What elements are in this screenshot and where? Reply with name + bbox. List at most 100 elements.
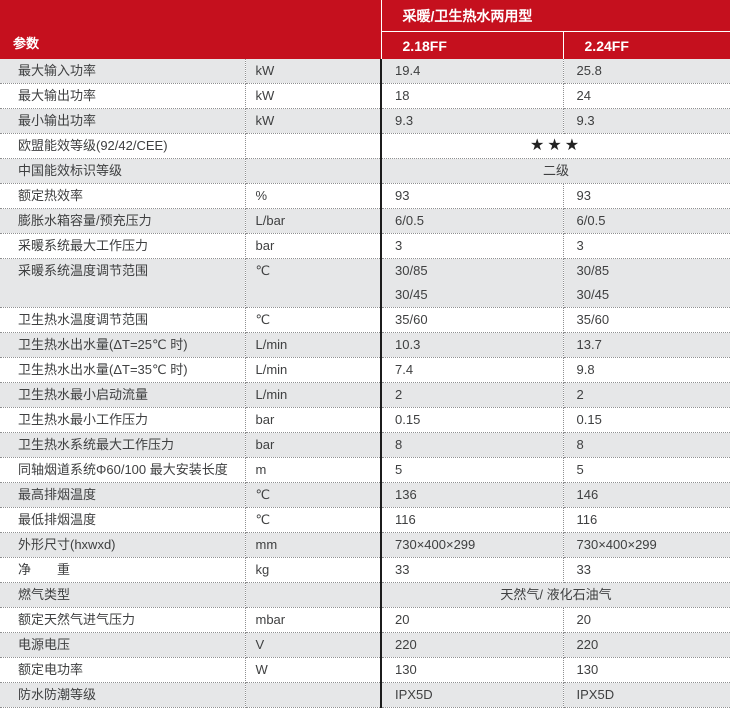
- value-cell: 8: [381, 432, 564, 458]
- param-cell: 防水防潮等级: [0, 682, 246, 708]
- table-row: 额定电功率 W 130 130: [0, 657, 730, 683]
- unit-cell: mbar: [245, 607, 383, 633]
- unit-cell: mm: [245, 532, 383, 558]
- table-header: 参数 采暖/卫生热水两用型 2.18FF 2.24FF: [0, 0, 730, 59]
- value-cell: 2: [563, 382, 730, 408]
- value-line: 30/85: [576, 263, 610, 278]
- value-span-cell: 天然气/ 液化石油气: [381, 582, 730, 608]
- value-line: 30/45: [395, 287, 428, 302]
- param-cell: 欧盟能效等级(92/42/CEE): [0, 133, 246, 159]
- param-cell: 卫生热水系统最大工作压力: [0, 432, 246, 458]
- value-cell: 8: [563, 432, 730, 458]
- param-cell: 净 重: [0, 557, 246, 583]
- value-cell: 20: [563, 607, 730, 633]
- table-row: 膨胀水箱容量/预充压力 L/bar 6/0.5 6/0.5: [0, 208, 730, 234]
- value-cell: IPX5D: [381, 682, 564, 708]
- table-row: 外形尺寸(hxwxd) mm 730×400×299 730×400×299: [0, 532, 730, 558]
- value-cell: 9.3: [563, 108, 730, 134]
- unit-cell: L/min: [245, 357, 383, 383]
- value-span-cell: 二级: [381, 158, 730, 184]
- value-cell: 5: [563, 457, 730, 483]
- value-cell: 30/85 30/45: [563, 258, 730, 308]
- value-cell: 730×400×299: [563, 532, 730, 558]
- param-header-cell: 参数: [0, 0, 382, 59]
- param-cell: 卫生热水最小启动流量: [0, 382, 246, 408]
- unit-cell: [245, 682, 383, 708]
- param-cell: 同轴烟道系统Φ60/100 最大安装长度: [0, 457, 246, 483]
- param-cell: 卫生热水出水量(ΔT=25℃ 时): [0, 332, 246, 358]
- value-cell: 730×400×299: [381, 532, 564, 558]
- unit-cell: W: [245, 657, 383, 683]
- unit-cell: L/min: [245, 332, 383, 358]
- value-cell: 136: [381, 482, 564, 508]
- param-cell: 额定热效率: [0, 183, 246, 209]
- value-cell: 33: [381, 557, 564, 583]
- group-header-cell: 采暖/卫生热水两用型: [380, 0, 730, 32]
- value-cell: 220: [381, 632, 564, 658]
- value-cell: 35/60: [563, 307, 730, 333]
- param-cell: 膨胀水箱容量/预充压力: [0, 208, 246, 234]
- table-row: 卫生热水最小启动流量 L/min 2 2: [0, 382, 730, 408]
- unit-cell: [245, 133, 383, 159]
- header-row-models: 2.18FF 2.24FF: [0, 31, 730, 59]
- table-row: 采暖系统温度调节范围 ℃ 30/85 30/45 30/85 30/45: [0, 258, 730, 308]
- value-cell: 6/0.5: [381, 208, 564, 234]
- value-cell: 130: [563, 657, 730, 683]
- param-cell: 燃气类型: [0, 582, 246, 608]
- spec-table-body: 最大输入功率 kW 19.4 25.8 最大输出功率 kW 18 24 最小输出功率 kW 9.3 9…: [0, 59, 730, 708]
- param-cell: 卫生热水出水量(ΔT=35℃ 时): [0, 357, 246, 383]
- value-cell: 18: [381, 83, 564, 109]
- model-header-1: 2.18FF: [380, 31, 564, 59]
- unit-cell: %: [245, 183, 383, 209]
- unit-cell: kg: [245, 557, 383, 583]
- unit-cell: kW: [245, 108, 383, 134]
- value-cell: 3: [563, 233, 730, 259]
- table-row: 欧盟能效等级(92/42/CEE) ★★★: [0, 133, 730, 159]
- value-cell: 3: [381, 233, 564, 259]
- value-cell: IPX5D: [563, 682, 730, 708]
- table-row: 采暖系统最大工作压力 bar 3 3: [0, 233, 730, 259]
- table-row: 额定热效率% 93 93: [0, 183, 730, 209]
- unit-cell: ℃: [245, 507, 383, 533]
- value-cell: 35/60: [381, 307, 564, 333]
- value-cell: 220: [563, 632, 730, 658]
- value-cell: 5: [381, 457, 564, 483]
- table-row: 卫生热水系统最大工作压力 bar 8 8: [0, 432, 730, 458]
- value-cell: 7.4: [381, 357, 564, 383]
- table-row: 净 重 kg 33 33: [0, 557, 730, 583]
- param-cell: 最小输出功率: [0, 108, 246, 134]
- value-cell: 2: [381, 382, 564, 408]
- param-cell: 电源电压: [0, 632, 246, 658]
- unit-cell: [245, 582, 383, 608]
- table-row: 卫生热水最小工作压力 bar 0.15 0.15: [0, 407, 730, 433]
- value-line: 30/45: [576, 287, 610, 302]
- value-cell: 13.7: [563, 332, 730, 358]
- param-cell: 卫生热水最小工作压力: [0, 407, 246, 433]
- value-cell: 9.8: [563, 357, 730, 383]
- table-row: 中国能效标识等级 二级: [0, 158, 730, 184]
- table-row: 防水防潮等级 IPX5D IPX5D: [0, 682, 730, 708]
- table-row: 最大输出功率 kW 18 24: [0, 83, 730, 109]
- value-cell: 146: [563, 482, 730, 508]
- value-cell: 6/0.5: [563, 208, 730, 234]
- param-cell: 采暖系统温度调节范围: [0, 258, 246, 308]
- table-row: 最高排烟温度 ℃ 136 146: [0, 482, 730, 508]
- header-row-group: 参数 采暖/卫生热水两用型: [0, 0, 730, 59]
- star-rating: ★★★: [381, 133, 730, 159]
- unit-cell: bar: [245, 233, 383, 259]
- param-cell: 最大输入功率: [0, 59, 246, 84]
- unit-cell: ℃: [245, 307, 383, 333]
- table-row: 卫生热水温度调节范围 ℃ 35/60 35/60: [0, 307, 730, 333]
- table-row: 额定天然气进气压力 mbar 20 20: [0, 607, 730, 633]
- table-row: 卫生热水出水量(ΔT=25℃ 时) L/min 10.3 13.7: [0, 332, 730, 358]
- value-cell: 0.15: [381, 407, 564, 433]
- value-cell: 30/85 30/45: [381, 258, 564, 308]
- unit-cell: ℃: [245, 258, 383, 308]
- value-cell: 24: [563, 83, 730, 109]
- table-row: 最低排烟温度 ℃ 116 116: [0, 507, 730, 533]
- unit-cell: V: [245, 632, 383, 658]
- param-cell: 最大输出功率: [0, 83, 246, 109]
- value-cell: 93: [381, 183, 564, 209]
- value-cell: 116: [563, 507, 730, 533]
- value-cell: 20: [381, 607, 564, 633]
